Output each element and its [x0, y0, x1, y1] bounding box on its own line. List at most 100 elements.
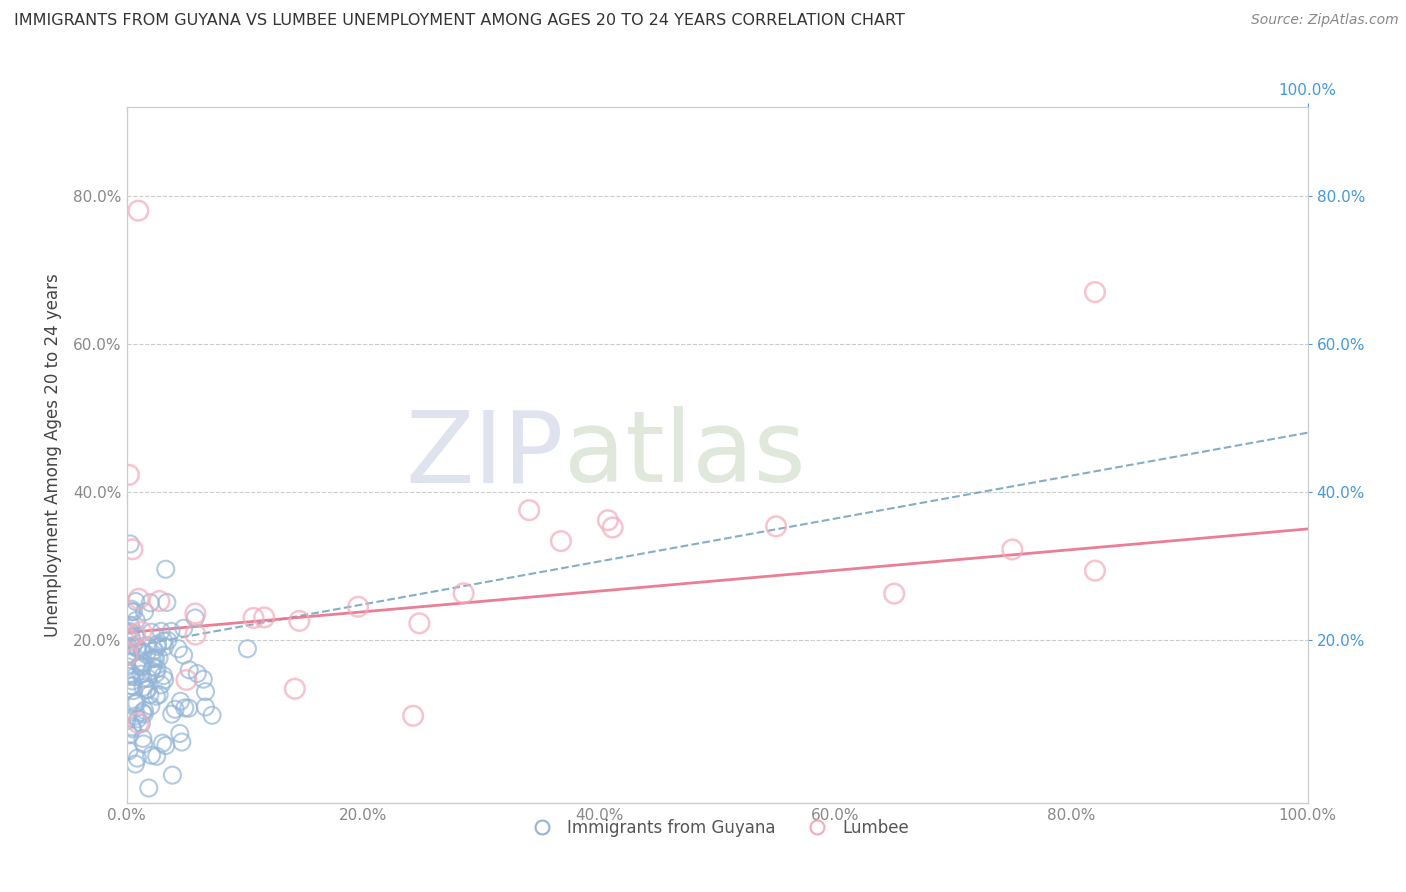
Point	[127, 641, 149, 656]
Point	[128, 591, 150, 606]
Point	[162, 768, 184, 782]
Point	[152, 736, 174, 750]
Point	[121, 542, 143, 557]
Point	[153, 673, 176, 687]
Point	[125, 594, 148, 608]
Point	[125, 640, 148, 655]
Point	[127, 203, 149, 218]
Point	[139, 596, 162, 610]
Point	[165, 702, 187, 716]
Point	[169, 694, 191, 708]
Point	[550, 534, 572, 549]
Point	[602, 520, 624, 534]
Point	[155, 739, 177, 753]
Point	[145, 749, 167, 764]
Point	[135, 638, 157, 652]
Point	[118, 744, 141, 758]
Point	[1084, 564, 1107, 578]
Point	[120, 679, 142, 693]
Point	[115, 659, 138, 673]
Point	[118, 728, 141, 742]
Point	[402, 708, 425, 723]
Point	[150, 624, 173, 639]
Point	[131, 672, 153, 686]
Point	[132, 731, 155, 746]
Point	[179, 663, 201, 677]
Point	[1001, 542, 1024, 557]
Point	[146, 640, 169, 654]
Point	[134, 707, 156, 722]
Point	[150, 678, 173, 692]
Point	[121, 679, 143, 693]
Point	[132, 680, 155, 694]
Point	[153, 640, 176, 654]
Point	[143, 651, 166, 665]
Point	[129, 658, 152, 673]
Point	[120, 666, 142, 681]
Point	[145, 689, 167, 703]
Point	[134, 605, 156, 619]
Point	[169, 726, 191, 740]
Point	[184, 607, 207, 621]
Text: Source: ZipAtlas.com: Source: ZipAtlas.com	[1251, 13, 1399, 28]
Point	[120, 634, 142, 648]
Point	[141, 664, 163, 678]
Point	[453, 586, 475, 600]
Point	[118, 669, 141, 683]
Point	[129, 667, 152, 681]
Point	[138, 780, 160, 795]
Point	[170, 735, 193, 749]
Y-axis label: Unemployment Among Ages 20 to 24 years: Unemployment Among Ages 20 to 24 years	[44, 273, 62, 637]
Point	[596, 513, 619, 527]
Point	[139, 699, 162, 714]
Point	[124, 670, 146, 684]
Point	[122, 683, 145, 698]
Point	[121, 673, 143, 688]
Point	[288, 614, 311, 628]
Point	[167, 641, 190, 656]
Point	[765, 519, 787, 533]
Point	[184, 611, 207, 625]
Point	[134, 703, 156, 717]
Point	[142, 659, 165, 673]
Point	[125, 696, 148, 710]
Point	[146, 662, 169, 676]
Point	[1084, 285, 1107, 299]
Point	[120, 630, 142, 644]
Point	[136, 672, 159, 686]
Point	[160, 624, 183, 639]
Point	[124, 697, 146, 711]
Point	[236, 641, 259, 656]
Point	[160, 707, 183, 722]
Point	[184, 627, 207, 641]
Legend: Immigrants from Guyana, Lumbee: Immigrants from Guyana, Lumbee	[519, 812, 915, 843]
Point	[135, 648, 157, 662]
Point	[118, 624, 141, 639]
Point	[127, 751, 149, 765]
Point	[148, 688, 170, 702]
Point	[193, 672, 215, 686]
Point	[177, 701, 200, 715]
Point	[253, 610, 276, 624]
Point	[141, 625, 163, 640]
Point	[127, 715, 149, 730]
Point	[117, 639, 139, 653]
Point	[131, 706, 153, 720]
Point	[120, 618, 142, 632]
Point	[139, 688, 162, 702]
Point	[127, 712, 149, 726]
Text: IMMIGRANTS FROM GUYANA VS LUMBEE UNEMPLOYMENT AMONG AGES 20 TO 24 YEARS CORRELAT: IMMIGRANTS FROM GUYANA VS LUMBEE UNEMPLO…	[14, 13, 905, 29]
Point	[132, 659, 155, 673]
Point	[194, 684, 217, 698]
Point	[120, 537, 142, 551]
Point	[152, 668, 174, 682]
Point	[145, 651, 167, 665]
Point	[173, 621, 195, 635]
Point	[121, 722, 143, 736]
Point	[201, 708, 224, 723]
Point	[186, 666, 208, 681]
Point	[145, 666, 167, 681]
Point	[156, 595, 179, 609]
Point	[408, 616, 430, 631]
Point	[194, 700, 217, 714]
